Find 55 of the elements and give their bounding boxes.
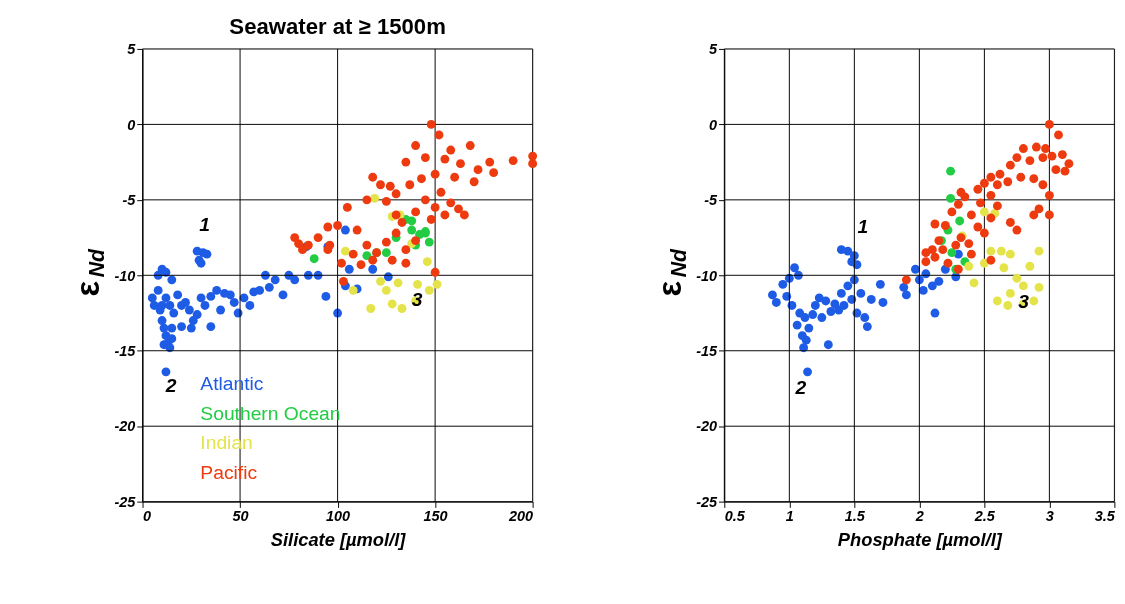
x-tick-label: 150 <box>423 508 448 525</box>
x-tick-label: 100 <box>326 508 351 525</box>
y-tick-label: -10 <box>114 267 136 284</box>
y-tick-label: -10 <box>696 267 718 284</box>
point <box>381 248 391 258</box>
x-tick-label: 2.5 <box>973 508 996 525</box>
y-tick-label: 5 <box>709 41 719 58</box>
x-tick-label: 3 <box>1045 508 1054 525</box>
x-tick-label: 1 <box>785 508 794 525</box>
point <box>309 254 319 264</box>
point <box>370 193 380 203</box>
chart-title: Seawater at ≥ 1500m <box>229 13 446 39</box>
x-tick-label: 0.5 <box>724 508 746 525</box>
x-tick-label: 50 <box>232 508 249 525</box>
annotation: 2 <box>164 374 177 396</box>
point <box>381 285 391 295</box>
annotation: 1 <box>857 215 869 237</box>
point <box>422 257 432 267</box>
point <box>376 276 385 286</box>
point <box>424 285 434 295</box>
point <box>424 237 434 247</box>
point <box>397 304 407 313</box>
y-tick-label: -20 <box>114 418 136 435</box>
point <box>407 225 417 235</box>
y-tick-label: 0 <box>127 116 136 133</box>
y-tick-label: -15 <box>114 343 137 360</box>
y-tick-label: 0 <box>709 116 718 133</box>
annotation: 3 <box>1018 291 1030 313</box>
point <box>387 299 397 309</box>
y-tick-label: -25 <box>696 493 719 510</box>
y-tick-label: -5 <box>704 192 719 209</box>
y-tick-label: -20 <box>696 418 718 435</box>
x-tick-label: 3.5 <box>1094 508 1116 525</box>
y-tick-label: -25 <box>114 493 137 510</box>
point <box>340 246 350 256</box>
point <box>413 279 423 289</box>
annotation: 1 <box>199 213 210 235</box>
y-tick-label: -15 <box>696 343 719 360</box>
y-axis-title: εNd <box>650 247 690 297</box>
point <box>393 278 403 288</box>
point <box>348 285 358 295</box>
annotation: 2 <box>794 377 807 399</box>
x-axis-title: Phosphate [µmol/l] <box>837 529 1003 551</box>
x-tick-label: 200 <box>508 508 534 525</box>
x-tick-label: 1.5 <box>844 508 866 525</box>
point <box>407 216 417 226</box>
x-tick-label: 0 <box>143 508 152 525</box>
x-axis-title: Silicate [µmol/l] <box>270 529 407 551</box>
x-tick-label: 2 <box>914 508 924 525</box>
y-axis-title: εNd <box>69 247 109 297</box>
point <box>366 304 376 313</box>
y-tick-label: 5 <box>127 41 137 58</box>
point <box>432 279 442 289</box>
y-tick-label: -5 <box>122 192 137 209</box>
point <box>362 251 372 261</box>
